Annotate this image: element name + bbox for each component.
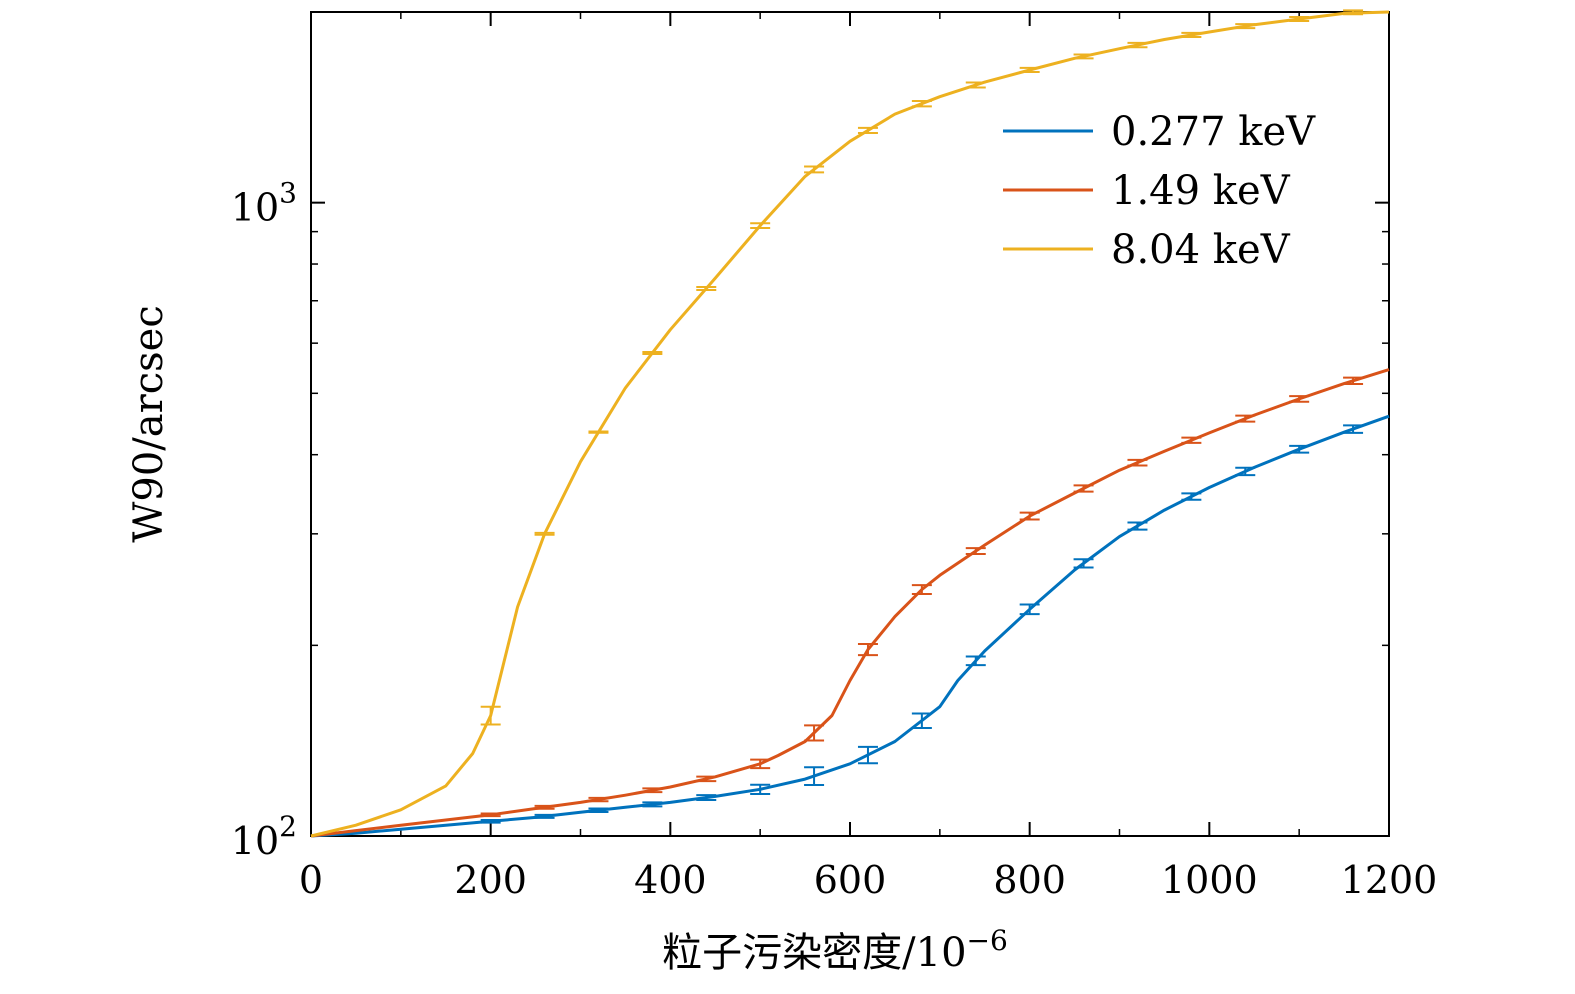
error-bar bbox=[696, 775, 717, 783]
error-bar bbox=[857, 126, 878, 134]
error-bar bbox=[804, 766, 825, 787]
error-bar bbox=[1019, 603, 1040, 616]
error-bar bbox=[911, 584, 932, 596]
error-bar bbox=[1289, 395, 1310, 403]
error-bar bbox=[1127, 521, 1148, 531]
error-bar bbox=[642, 351, 663, 355]
legend-label-0: 0.277 keV bbox=[1111, 109, 1316, 155]
axis-ticks bbox=[310, 12, 1390, 837]
error-bar bbox=[911, 99, 932, 108]
legend-label-1: 1.49 keV bbox=[1111, 168, 1291, 214]
error-bar bbox=[1019, 511, 1040, 521]
error-bar bbox=[804, 724, 825, 742]
error-bar bbox=[1073, 484, 1094, 493]
error-bar bbox=[696, 794, 717, 801]
series-line-1 bbox=[310, 368, 1390, 838]
error-bar bbox=[1235, 466, 1256, 477]
error-bar bbox=[480, 705, 501, 726]
error-bar bbox=[696, 285, 717, 291]
error-bar bbox=[1343, 376, 1364, 385]
error-bar bbox=[1073, 53, 1094, 60]
error-bar bbox=[857, 642, 878, 657]
y-tick-label: 102 bbox=[231, 810, 297, 863]
error-bar bbox=[804, 165, 825, 174]
error-bar bbox=[1181, 31, 1202, 39]
error-bar bbox=[1019, 66, 1040, 74]
error-bar bbox=[750, 222, 771, 229]
error-bar bbox=[1343, 9, 1364, 16]
x-tick-label: 1200 bbox=[1341, 858, 1438, 902]
series-line-2 bbox=[310, 10, 1390, 838]
error-bar bbox=[480, 812, 501, 818]
x-tick-label: 400 bbox=[634, 858, 707, 902]
error-bar bbox=[642, 787, 663, 794]
error-bar bbox=[1181, 436, 1202, 444]
error-bar bbox=[1235, 414, 1256, 423]
error-bar bbox=[1235, 23, 1256, 30]
y-axis-title: W90/arcsec bbox=[126, 305, 172, 542]
error-bar bbox=[965, 81, 986, 89]
error-bar bbox=[588, 430, 609, 434]
x-tick-label: 1000 bbox=[1161, 858, 1258, 902]
error-bar bbox=[965, 547, 986, 556]
error-bar bbox=[534, 813, 555, 819]
error-bar bbox=[1289, 15, 1310, 22]
error-bar bbox=[1127, 41, 1148, 49]
legend-label-2: 8.04 keV bbox=[1111, 227, 1291, 273]
x-axis-title-text: 粒子污染密度/10 bbox=[662, 930, 966, 976]
error-bar bbox=[642, 801, 663, 808]
error-bar bbox=[1289, 444, 1310, 454]
legend: 0.277 keV 1.49 keV 8.04 keV bbox=[1003, 109, 1316, 273]
y-tick-labels: 102 103 bbox=[231, 177, 297, 863]
error-bar bbox=[857, 745, 878, 765]
x-axis-title-exponent: −6 bbox=[967, 924, 1008, 957]
error-bar bbox=[588, 807, 609, 814]
x-tick-label: 200 bbox=[454, 858, 527, 902]
error-bar bbox=[750, 758, 771, 770]
y-tick-label: 103 bbox=[231, 177, 297, 230]
error-bar bbox=[965, 655, 986, 667]
error-bar bbox=[534, 804, 555, 810]
x-axis-title: 粒子污染密度/10−6 bbox=[662, 924, 1008, 976]
error-bar bbox=[1073, 558, 1094, 569]
x-tick-label: 600 bbox=[814, 858, 887, 902]
error-bar bbox=[750, 783, 771, 795]
x-tick-label: 0 bbox=[299, 858, 323, 902]
error-bars bbox=[480, 9, 1364, 824]
error-bar bbox=[1181, 492, 1202, 501]
error-bar bbox=[1343, 424, 1364, 434]
series-line-0 bbox=[310, 414, 1390, 838]
error-bar bbox=[1127, 458, 1148, 467]
x-tick-labels: 0 200 400 600 800 1000 1200 bbox=[299, 858, 1437, 902]
error-bar bbox=[911, 712, 932, 729]
error-bar bbox=[480, 818, 501, 824]
error-bar bbox=[588, 796, 609, 803]
error-bar bbox=[534, 531, 555, 536]
x-tick-label: 800 bbox=[993, 858, 1066, 902]
